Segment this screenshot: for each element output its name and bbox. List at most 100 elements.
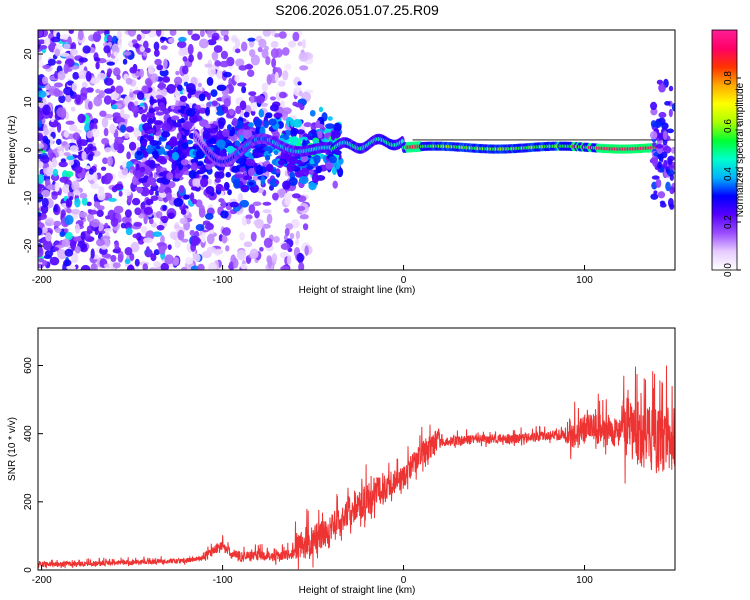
- spectrogram-cell: [216, 139, 226, 148]
- colorbar-label: Normalized spectral amplitude: [735, 82, 746, 217]
- spectrogram-cell: [650, 120, 657, 128]
- spectrogram-cell: [667, 164, 674, 169]
- spectrogram-cell: [112, 262, 121, 269]
- spectrogram-cell: [282, 70, 289, 81]
- spectrogram-cell: [148, 107, 156, 114]
- spectrogram-cell: [73, 236, 82, 242]
- spectrogram-cell: [52, 168, 59, 177]
- spectrogram-cell: [661, 151, 668, 159]
- spectrogram-cell: [43, 127, 49, 136]
- spectrogram-cell: [257, 46, 263, 53]
- spectrogram-cell: [93, 201, 101, 208]
- colorbar-tick-label: 0.6: [723, 119, 734, 133]
- spectrogram-cell: [264, 154, 271, 161]
- spectrogram-cell: [313, 154, 321, 164]
- spectrogram-cell: [72, 71, 80, 80]
- spectrogram-cell: [88, 209, 98, 215]
- spectrogram-x-tick-label: -100: [213, 275, 233, 286]
- spectrogram-cell: [97, 190, 106, 201]
- spectrogram-cell: [167, 244, 172, 251]
- spectrogram-cell: [153, 249, 160, 256]
- spectrogram-cell: [206, 92, 211, 101]
- spectrogram-cell: [88, 168, 94, 175]
- spectrogram-cell: [248, 152, 253, 159]
- spectrogram-cell: [669, 173, 674, 181]
- spectrogram-cell: [175, 95, 182, 101]
- spectrogram-cell: [205, 107, 211, 116]
- spectrogram-cell: [262, 201, 272, 206]
- spectrogram-cell: [149, 139, 159, 146]
- spectrogram-cell: [152, 231, 163, 237]
- spectrogram-cell: [283, 208, 290, 214]
- spectrogram-cell: [211, 35, 218, 41]
- spectrogram-cell: [234, 74, 240, 83]
- spectrogram-cell: [172, 177, 180, 182]
- spectrogram-cell: [38, 212, 42, 217]
- spectrogram-cell: [659, 202, 667, 208]
- spectrogram-cell: [38, 173, 45, 184]
- spectrogram-cell: [38, 258, 45, 263]
- spectrogram-cell: [54, 182, 60, 192]
- spectrogram-cell: [70, 42, 77, 51]
- spectrogram-cell: [168, 138, 178, 148]
- snr-y-tick-label: 0: [23, 567, 34, 573]
- spectrogram-cell: [114, 241, 120, 250]
- spectrogram-cell: [129, 92, 134, 98]
- spectrogram-cell: [160, 262, 170, 270]
- spectrogram-cell: [60, 52, 70, 57]
- spectrogram-cell: [240, 41, 248, 52]
- spectrogram-cell: [118, 190, 123, 197]
- spectrogram-cell: [297, 206, 306, 212]
- spectrogram-cell: [43, 168, 48, 174]
- spectrogram-cell: [77, 113, 86, 124]
- spectrogram-cell: [178, 184, 185, 194]
- spectrogram-cell: [181, 65, 189, 75]
- spectrogram-cell: [113, 51, 119, 57]
- spectrogram-cell: [96, 209, 104, 218]
- spectrogram-cell: [221, 234, 228, 244]
- spectrogram-cell: [153, 41, 160, 51]
- spectrogram-cell: [70, 252, 79, 264]
- spectrogram-ylabel: Frequency (Hz): [7, 116, 18, 185]
- spectrogram-cell: [120, 222, 127, 229]
- spectrogram-cell: [56, 107, 67, 118]
- spectrogram-cell: [265, 112, 273, 119]
- spectrogram-cell: [61, 238, 71, 248]
- spectrogram-cell: [260, 227, 266, 238]
- spectrogram-cell: [162, 205, 167, 211]
- spectrogram-cell: [133, 100, 139, 106]
- spectrogram-cell: [149, 95, 155, 106]
- spectrogram-cell: [292, 31, 300, 42]
- spectrogram-cell: [125, 227, 133, 236]
- spectrogram-cell: [247, 69, 255, 77]
- spectrogram-cell: [288, 40, 297, 48]
- spectrogram-cell: [311, 173, 320, 184]
- spectrogram-cell: [122, 58, 128, 65]
- spectrogram-cell: [294, 102, 303, 108]
- spectrogram-cell: [206, 76, 214, 86]
- spectrogram-cell: [121, 216, 132, 224]
- spectrogram-cell: [248, 91, 257, 96]
- spectrogram-cell: [243, 175, 253, 181]
- spectrogram-cell: [80, 264, 91, 270]
- spectrogram-cell: [280, 243, 291, 251]
- spectrogram-cell: [158, 245, 166, 255]
- spectrogram-cell: [248, 204, 256, 214]
- spectrogram-cell: [217, 105, 223, 114]
- spectrogram-cell: [206, 233, 215, 245]
- colorbar-tick-label: 0.0: [723, 263, 734, 277]
- spectrogram-cell: [669, 186, 675, 195]
- spectrogram-cell: [196, 161, 204, 167]
- snr-ylabel: SNR (10 * v/v): [7, 417, 18, 481]
- spectrogram-cell: [141, 139, 148, 148]
- spectrogram-cell: [262, 30, 272, 37]
- spectrogram-cell: [74, 197, 81, 208]
- spectrogram-cell: [140, 226, 148, 234]
- spectrogram-y-tick-label: 10: [23, 96, 34, 108]
- spectrogram-cell: [44, 250, 54, 257]
- spectrogram-cell: [59, 176, 69, 183]
- spectrogram-cell: [174, 105, 182, 110]
- spectrogram-cell: [270, 48, 279, 59]
- chart-title: S206.2026.051.07.25.R09: [275, 2, 439, 18]
